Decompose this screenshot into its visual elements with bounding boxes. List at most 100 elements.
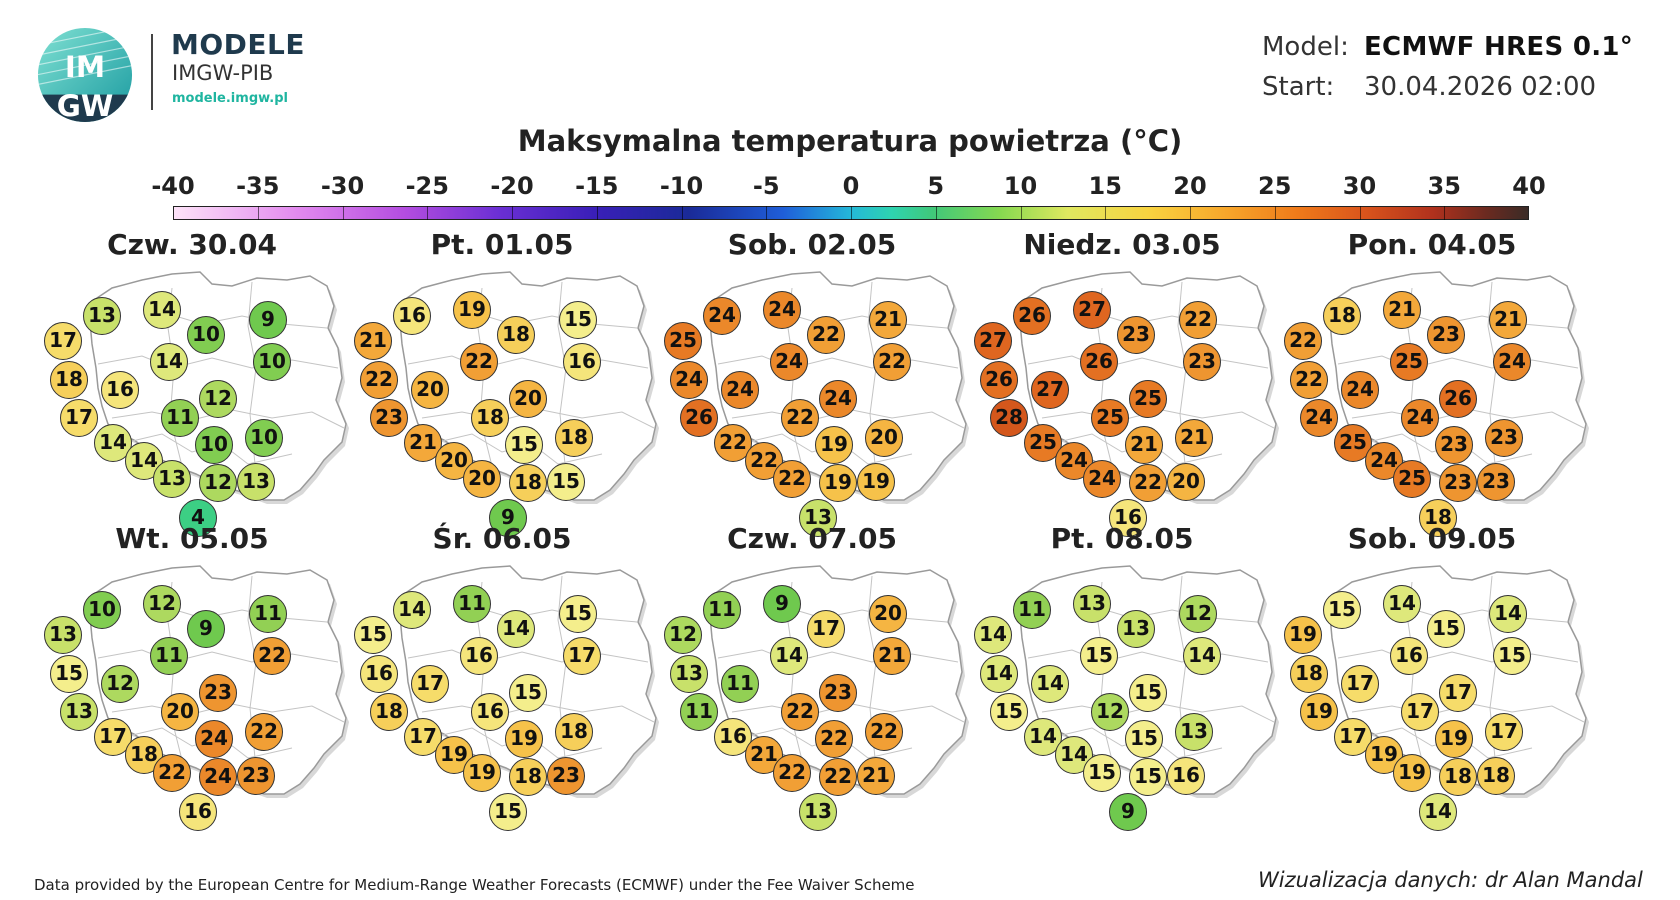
station-temperature: 9 [249, 301, 287, 339]
station-temperature: 17 [563, 637, 601, 675]
station-temperature: 23 [819, 674, 857, 712]
station-temperature: 22 [253, 637, 291, 675]
station-temperature: 13 [799, 499, 837, 537]
station-temperature: 14 [1489, 595, 1527, 633]
station-temperature: 14 [1055, 736, 1093, 774]
station-temperature: 13 [153, 460, 191, 498]
station-temperature: 18 [555, 419, 593, 457]
scale-label: -15 [575, 172, 619, 200]
station-temperature: 23 [1427, 316, 1465, 354]
poland-map [1329, 271, 1589, 504]
station-temperature: 10 [245, 419, 283, 457]
station-temperature: 26 [1080, 343, 1118, 381]
station-temperature: 15 [1080, 637, 1118, 675]
station-temperature: 17 [1439, 674, 1477, 712]
station-temperature: 24 [195, 720, 233, 758]
station-temperature: 11 [150, 637, 188, 675]
station-temperature: 21 [873, 637, 911, 675]
brand-url[interactable]: modele.imgw.pl [172, 91, 288, 106]
station-temperature: 11 [161, 399, 199, 437]
model-row: Model: ECMWF HRES 0.1° [1262, 32, 1633, 62]
poland-map [399, 565, 659, 798]
start-label: Start: [1262, 72, 1335, 102]
station-temperature: 11 [680, 693, 718, 731]
station-temperature: 17 [411, 665, 449, 703]
poland-map [1019, 271, 1279, 504]
scale-label: 40 [1512, 172, 1546, 200]
station-temperature: 22 [781, 693, 819, 731]
region-border [97, 649, 339, 663]
panel-date: Sob. 02.05 [727, 228, 897, 261]
station-temperature: 16 [1109, 499, 1147, 537]
station-temperature: 23 [547, 757, 585, 795]
station-temperature: 26 [1439, 380, 1477, 418]
region-border [1027, 355, 1269, 369]
station-temperature: 18 [1439, 758, 1477, 796]
station-temperature: 24 [1300, 399, 1338, 437]
station-temperature: 27 [1073, 291, 1111, 329]
station-temperature: 15 [489, 793, 527, 831]
station-temperature: 17 [60, 399, 98, 437]
region-border [1401, 605, 1568, 623]
station-temperature: 13 [1175, 713, 1213, 751]
station-temperature: 9 [489, 499, 527, 537]
model-label: Model: [1262, 32, 1349, 62]
station-temperature: 24 [763, 291, 801, 329]
station-temperature: 15 [1129, 674, 1167, 712]
station-temperature: 19 [453, 291, 491, 329]
station-temperature: 11 [453, 585, 491, 623]
station-temperature: 13 [670, 655, 708, 693]
scale-label: 5 [927, 172, 945, 200]
brand-subtitle: IMGW-PIB [172, 61, 274, 85]
station-temperature: 23 [370, 399, 408, 437]
poland-map [709, 565, 969, 798]
station-temperature: 20 [509, 380, 547, 418]
color-scale-labels: -40 -35 -30 -25 -20 -15 -10 -5 0 5 10 15 20 25 30 35 40 [0, 172, 1680, 202]
forecast-panel: Śr. 06.05 14 11 15 15 14 17 16 16 17 15 18 16 17 18 19 1… [352, 522, 659, 831]
station-temperature: 21 [869, 301, 907, 339]
station-temperature: 15 [1083, 754, 1121, 792]
station-temperature: 12 [199, 380, 237, 418]
color-scale-bar [173, 206, 1529, 220]
station-temperature: 17 [1485, 713, 1523, 751]
station-temperature: 22 [873, 343, 911, 381]
forecast-panel: Pt. 08.05 11 13 12 14 13 14 14 15 14 15 15 12 14 13 15 1… [972, 522, 1279, 831]
start-row: Start: 30.04.2026 02:00 [1262, 72, 1596, 102]
station-temperature: 16 [393, 297, 431, 335]
forecast-panel: Pt. 01.05 16 19 15 21 18 16 22 22 20 20 23 18 21 18 15 2… [352, 228, 659, 537]
station-temperature: 10 [195, 426, 233, 464]
brand-title: MODELE [171, 28, 306, 61]
scale-label: 30 [1342, 172, 1377, 200]
panel-date: Pt. 08.05 [1050, 522, 1194, 555]
station-temperature: 11 [1013, 591, 1051, 629]
station-temperature: 20 [463, 460, 501, 498]
station-temperature: 22 [773, 754, 811, 792]
region-border [1337, 355, 1579, 369]
station-temperature: 19 [1435, 720, 1473, 758]
station-temperature: 11 [249, 595, 287, 633]
station-temperature: 14 [1383, 585, 1421, 623]
region-border [717, 649, 959, 663]
station-temperature: 16 [1167, 757, 1205, 795]
region-border [781, 605, 948, 623]
forecast-panel: Sob. 09.05 15 14 14 19 15 15 18 16 17 17 19 17 17 17 19… [1282, 522, 1589, 831]
station-temperature: 24 [1365, 442, 1403, 480]
station-temperature: 13 [237, 463, 275, 501]
station-temperature: 14 [1031, 665, 1069, 703]
station-temperature: 24 [199, 758, 237, 796]
station-temperature: 26 [980, 361, 1018, 399]
station-temperature: 14 [1419, 793, 1457, 831]
visualization-credit: Wizualizacja danych: dr Alan Mandal [1258, 868, 1643, 892]
station-temperature: 22 [1129, 464, 1167, 502]
station-temperature: 19 [505, 720, 543, 758]
logo-divider [151, 34, 153, 110]
region-border [1027, 649, 1269, 663]
station-temperature: 19 [819, 464, 857, 502]
station-temperature: 18 [1419, 499, 1457, 537]
station-temperature: 14 [980, 655, 1018, 693]
station-temperature: 15 [505, 426, 543, 464]
station-temperature: 22 [865, 713, 903, 751]
station-temperature: 28 [990, 399, 1028, 437]
station-temperature: 25 [664, 322, 702, 360]
forecast-panel: Pon. 04.05 18 21 21 22 23 24 22 25 24 26 24 24 25 23 23… [1282, 228, 1589, 537]
